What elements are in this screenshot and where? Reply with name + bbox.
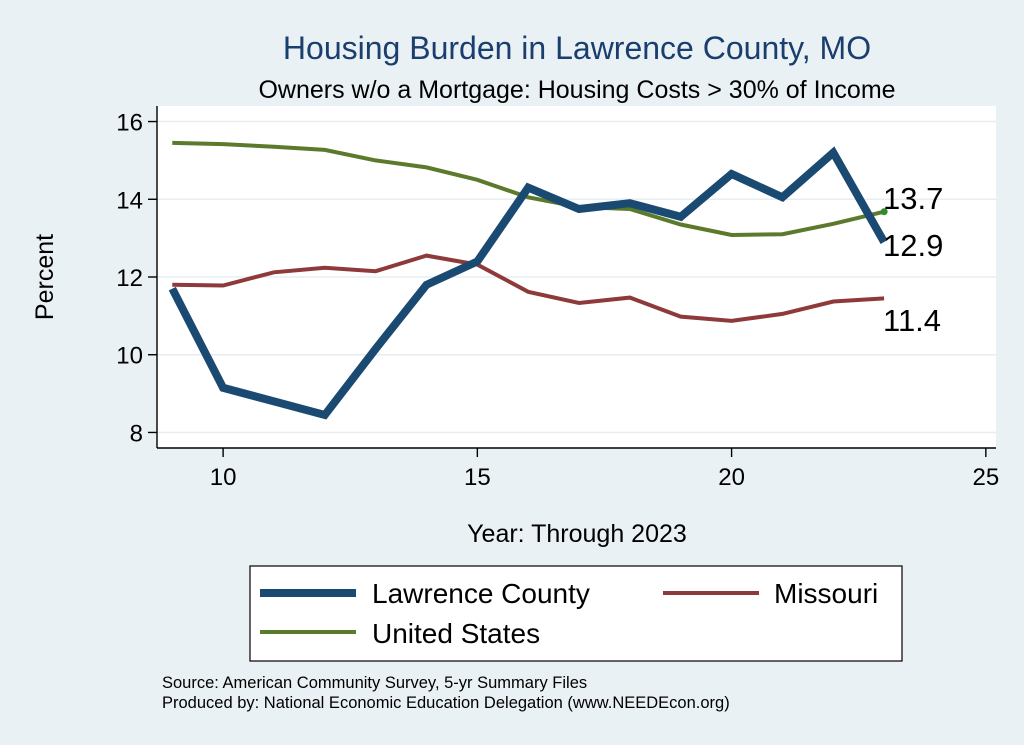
legend-label-united-states: United States: [372, 618, 540, 649]
axes: 8 10 12 14 16 10 15 20 25: [116, 106, 999, 491]
legend-label-lawrence-county: Lawrence County: [372, 578, 590, 609]
gridlines: [157, 120, 996, 434]
series-line-lawrence-county: [168, 146, 888, 420]
y-tick-label: 10: [116, 343, 143, 370]
x-tick-label: 15: [464, 464, 491, 491]
y-tick-label: 16: [116, 110, 143, 137]
legend-box: [249, 565, 903, 662]
series-lines: [168, 140, 888, 420]
end-label-missouri: 11.4: [883, 303, 941, 338]
chart-subtitle: Owners w/o a Mortgage: Housing Costs > 3…: [258, 76, 895, 104]
y-tick-label: 12: [116, 265, 143, 292]
series-line-united-states: [172, 140, 885, 238]
x-tick-label: 10: [210, 464, 237, 491]
series-end-dot-united-states: [880, 208, 888, 216]
x-axis-label: Year: Through 2023: [467, 520, 687, 548]
x-tick-label: 20: [718, 464, 745, 491]
end-labels: 12.9 11.4 13.7: [883, 181, 943, 338]
legend: Lawrence County Missouri United States: [249, 565, 903, 662]
series-line-missouri: [172, 253, 885, 323]
y-tick-label: 8: [130, 420, 143, 447]
end-label-united-states: 13.7: [883, 181, 943, 216]
y-axis-label: Percent: [31, 234, 59, 320]
legend-label-missouri: Missouri: [774, 578, 878, 609]
y-tick-label: 14: [116, 187, 143, 214]
producer-note: Produced by: National Economic Education…: [162, 694, 730, 712]
source-note: Source: American Community Survey, 5-yr …: [162, 674, 587, 692]
end-label-lawrence-county: 12.9: [883, 228, 943, 263]
x-tick-label: 25: [972, 464, 999, 491]
chart-title: Housing Burden in Lawrence County, MO: [283, 30, 871, 66]
